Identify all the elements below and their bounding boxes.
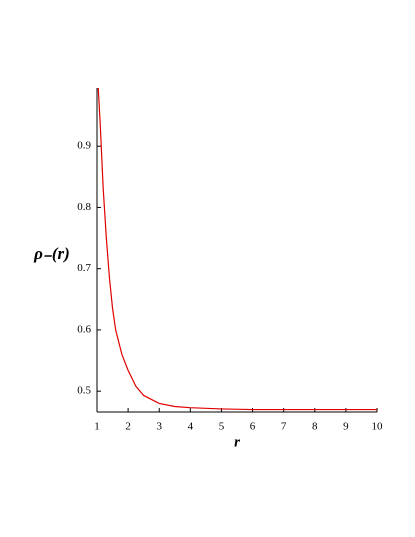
x-tick-label: 7	[281, 421, 287, 433]
y-tick-label: 0.8	[77, 201, 91, 213]
x-tick-label: 3	[156, 421, 162, 433]
x-tick-label: 4	[188, 421, 194, 433]
y-axis-label: ρ₋(r)	[33, 244, 70, 263]
y-tick-label: 0.9	[77, 140, 91, 152]
y-tick-label: 0.6	[77, 323, 91, 335]
x-tick-label: 9	[343, 421, 349, 433]
x-tick-label: 1	[94, 421, 100, 433]
x-axis-label: r	[234, 434, 240, 450]
line	[97, 87, 377, 411]
x-tick-label: 5	[219, 421, 225, 433]
x-tick-label: 6	[250, 421, 256, 433]
y-tick-label: 0.7	[77, 262, 91, 274]
y-tick-label: 0.5	[77, 385, 91, 397]
x-tick-label: 8	[312, 421, 318, 433]
x-tick-label: 10	[372, 421, 384, 433]
x-tick-label: 2	[125, 421, 131, 433]
